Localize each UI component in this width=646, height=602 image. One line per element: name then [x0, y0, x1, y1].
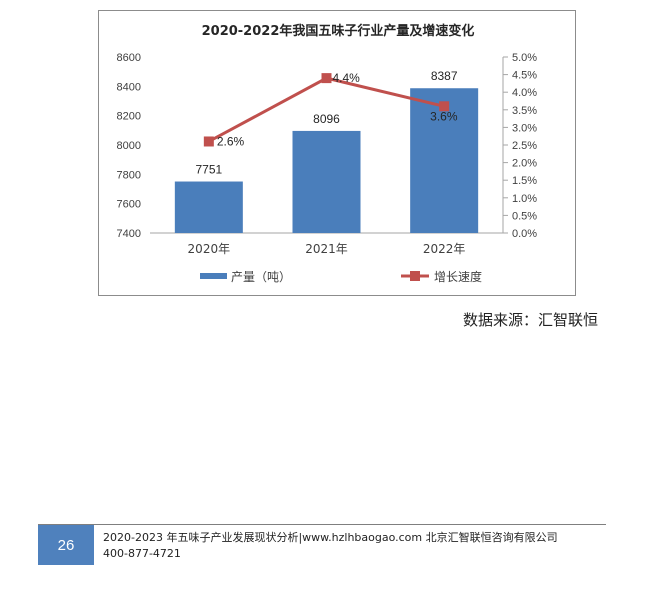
growth-value-label: 4.4% [333, 71, 361, 85]
y-right-tick-label: 2.5% [512, 140, 537, 152]
x-tick-label: 2022年 [423, 242, 466, 256]
x-tick-label: 2021年 [305, 242, 348, 256]
footer-text: 2020-2023 年五味子产业发展现状分析|www.hzlhbaogao.co… [103, 530, 558, 562]
y-left-tick-label: 7600 [117, 199, 141, 211]
legend-bar-label: 产量（吨） [231, 270, 291, 284]
chart-frame: 2020-2022年我国五味子行业产量及增速变化 7400 7600 7800 800… [98, 10, 576, 296]
y-right-tick-label: 5.0% [512, 52, 537, 64]
y-left-tick-label: 8000 [117, 140, 141, 152]
bar-value-label: 8387 [431, 69, 458, 83]
y-left-tick-label: 7400 [117, 228, 141, 240]
y-left-tick-label: 8600 [117, 52, 141, 64]
y-right-tick-label: 4.0% [512, 87, 537, 99]
y-right-tick-label: 4.5% [512, 70, 537, 82]
growth-marker-1 [203, 136, 214, 147]
bar-3 [410, 88, 479, 234]
data-source-note: 数据来源：汇智联恒 [462, 311, 598, 329]
y-right-tick-label: 0.0% [512, 228, 537, 240]
bar-2 [292, 130, 361, 233]
y-left-tick-label: 8400 [117, 81, 141, 93]
growth-value-label: 2.6% [217, 134, 245, 148]
bar-1 [174, 181, 243, 233]
growth-marker-2 [321, 73, 332, 84]
y-right-tick-label: 1.0% [512, 193, 537, 205]
legend-bar-swatch [200, 273, 227, 279]
page-number: 26 [38, 525, 94, 565]
chart-title: 2020-2022年我国五味子行业产量及增速变化 [202, 23, 475, 39]
y-right-tick-label: 0.5% [512, 210, 537, 222]
y-right-tick-label: 3.5% [512, 105, 537, 117]
bar-value-label: 7751 [195, 163, 222, 177]
y-left-tick-label: 8200 [117, 111, 141, 123]
growth-marker-3 [439, 101, 450, 112]
chart-canvas: 2020-2022年我国五味子行业产量及增速变化 7400 7600 7800 800… [117, 23, 538, 284]
x-tick-label: 2020年 [188, 242, 231, 256]
y-right-tick-label: 3.0% [512, 122, 537, 134]
legend-line-marker [410, 271, 420, 281]
growth-value-label: 3.6% [430, 109, 458, 123]
footer-divider [38, 524, 606, 525]
y-right-tick-label: 1.5% [512, 175, 537, 187]
y-right-tick-label: 2.0% [512, 158, 537, 170]
bar-value-label: 8096 [313, 112, 340, 126]
footer-line-1: 2020-2023 年五味子产业发展现状分析|www.hzlhbaogao.co… [103, 531, 558, 544]
legend-line-label: 增长速度 [434, 269, 482, 284]
footer-line-2: 400-877-4721 [103, 547, 181, 560]
y-left-tick-label: 7800 [117, 169, 141, 181]
